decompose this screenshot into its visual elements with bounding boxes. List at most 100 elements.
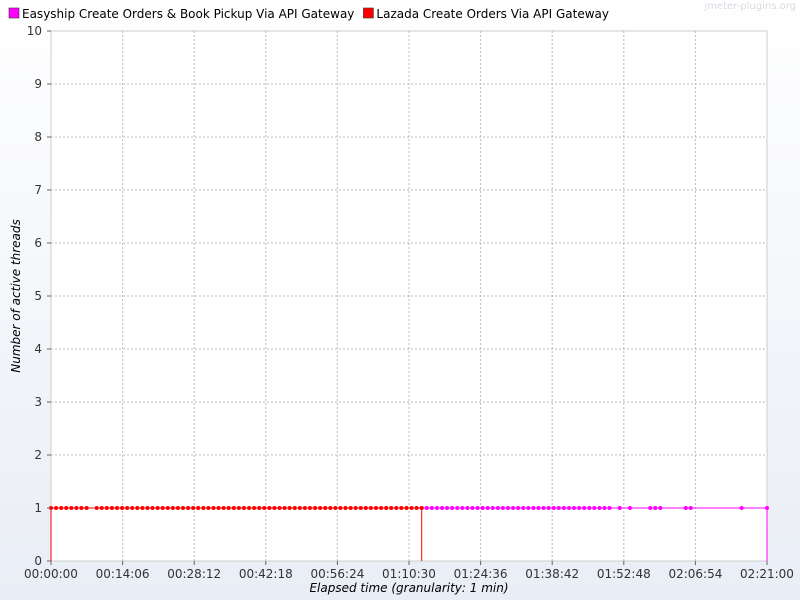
x-tick-label: 01:10:30: [382, 567, 436, 581]
data-point: [94, 506, 99, 510]
y-tick-label: 6: [34, 236, 42, 250]
data-point: [175, 506, 180, 510]
data-point: [551, 506, 556, 510]
data-point: [556, 506, 561, 510]
data-point: [440, 506, 445, 510]
data-point: [480, 506, 485, 510]
data-point: [257, 506, 262, 510]
data-point: [414, 506, 419, 510]
data-point: [221, 506, 226, 510]
data-point: [597, 506, 602, 510]
data-point: [338, 506, 343, 510]
data-point: [658, 506, 663, 510]
data-point: [536, 506, 541, 510]
data-point: [318, 506, 323, 510]
data-point: [358, 506, 363, 510]
data-point: [541, 506, 546, 510]
legend: Easyship Create Orders & Book Pickup Via…: [8, 7, 609, 21]
data-point: [445, 506, 450, 510]
data-point: [429, 506, 434, 510]
data-point: [363, 506, 368, 510]
data-point: [313, 506, 318, 510]
data-point: [150, 506, 155, 510]
x-tick-label: 00:56:24: [310, 567, 364, 581]
data-point: [292, 506, 297, 510]
x-tick-label: 02:21:00: [740, 567, 794, 581]
data-point: [450, 506, 455, 510]
data-point: [465, 506, 470, 510]
data-point: [373, 506, 378, 510]
data-point: [546, 506, 551, 510]
data-point: [460, 506, 465, 510]
data-point: [328, 506, 333, 510]
data-point: [267, 506, 272, 510]
x-tick-label: 01:38:42: [525, 567, 579, 581]
x-tick-label: 01:24:36: [454, 567, 508, 581]
data-point: [140, 506, 145, 510]
y-tick-label: 8: [34, 130, 42, 144]
data-point: [247, 506, 252, 510]
y-tick-label: 1: [34, 501, 42, 515]
data-point: [531, 506, 536, 510]
data-point: [404, 506, 409, 510]
data-point: [297, 506, 302, 510]
data-point: [231, 506, 236, 510]
data-point: [135, 506, 140, 510]
data-point: [130, 506, 135, 510]
data-point: [379, 506, 384, 510]
data-point: [125, 506, 130, 510]
data-point: [582, 506, 587, 510]
data-point: [69, 506, 74, 510]
y-axis-title: Number of active threads: [9, 219, 23, 373]
x-tick-label: 01:52:48: [597, 567, 651, 581]
data-point: [201, 506, 206, 510]
legend-item-1: Easyship Create Orders & Book Pickup Via…: [8, 7, 354, 21]
data-point: [206, 506, 211, 510]
data-point: [516, 506, 521, 510]
data-point: [109, 506, 114, 510]
data-point: [181, 506, 186, 510]
series-1: [419, 506, 769, 561]
data-point: [409, 506, 414, 510]
data-point: [120, 506, 125, 510]
data-point: [688, 506, 693, 510]
data-point: [470, 506, 475, 510]
data-point: [84, 506, 89, 510]
data-point: [627, 506, 632, 510]
data-point: [59, 506, 64, 510]
series-2: [49, 506, 424, 561]
data-point: [272, 506, 277, 510]
data-point: [739, 506, 744, 510]
y-tick-label: 7: [34, 183, 42, 197]
data-point: [500, 506, 505, 510]
data-point: [572, 506, 577, 510]
data-point: [165, 506, 170, 510]
data-point: [287, 506, 292, 510]
data-point: [186, 506, 191, 510]
x-tick-label: 00:14:06: [96, 567, 150, 581]
data-point: [115, 506, 120, 510]
y-tick-label: 3: [34, 395, 42, 409]
data-point: [145, 506, 150, 510]
data-point: [394, 506, 399, 510]
data-point: [252, 506, 257, 510]
data-point: [99, 506, 104, 510]
data-point: [211, 506, 216, 510]
x-tick-label: 00:42:18: [239, 567, 293, 581]
data-point: [592, 506, 597, 510]
data-point: [424, 506, 429, 510]
data-point: [368, 506, 373, 510]
data-point: [307, 506, 312, 510]
data-point: [495, 506, 500, 510]
data-point: [54, 506, 59, 510]
data-point: [475, 506, 480, 510]
data-point: [226, 506, 231, 510]
data-point: [323, 506, 328, 510]
legend-label: Easyship Create Orders & Book Pickup Via…: [22, 7, 354, 21]
data-point: [170, 506, 175, 510]
data-point: [434, 506, 439, 510]
data-point: [521, 506, 526, 510]
data-point: [262, 506, 267, 510]
data-point: [683, 506, 688, 510]
